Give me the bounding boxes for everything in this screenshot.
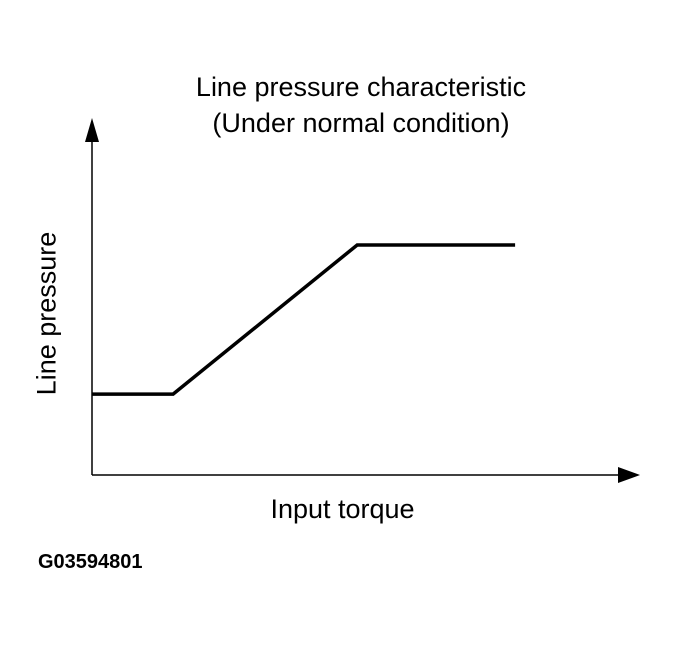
series-line [92, 243, 516, 396]
x-axis-label: Input torque [270, 494, 415, 524]
y-axis-arrow [85, 118, 99, 142]
y-axis-label: Line pressure [31, 231, 62, 396]
x-axis-arrow [618, 467, 640, 483]
chart-title: Line pressure characteristic [195, 72, 527, 102]
chart-subtitle: (Under normal condition) [212, 108, 510, 138]
figure-code: G03594801 [38, 551, 143, 573]
